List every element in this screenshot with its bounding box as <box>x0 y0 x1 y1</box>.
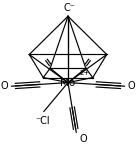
Text: O: O <box>128 81 135 91</box>
Text: Mo: Mo <box>60 78 75 88</box>
Text: ⁻Cl: ⁻Cl <box>35 117 50 126</box>
Text: C⁻: C⁻ <box>63 3 75 13</box>
Text: O: O <box>1 81 8 91</box>
Text: O: O <box>79 134 87 144</box>
Text: 2+: 2+ <box>79 70 90 76</box>
